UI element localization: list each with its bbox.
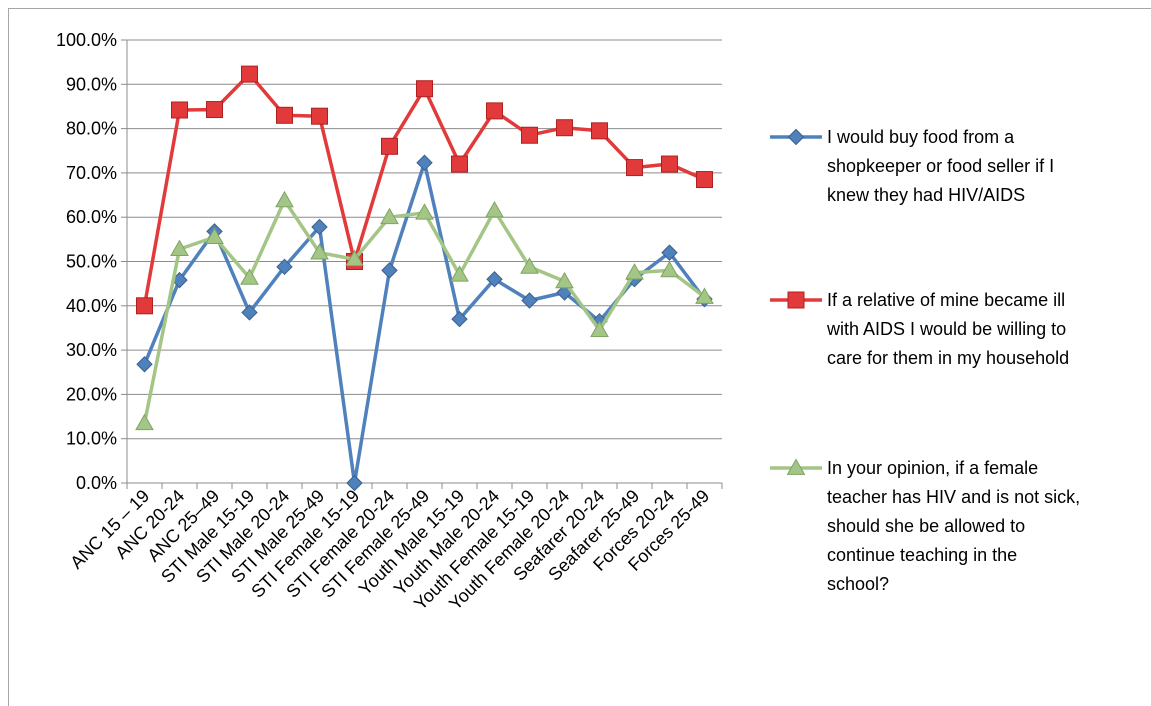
series-2-point — [626, 159, 643, 177]
legend-label-line: should she be allowed to — [827, 516, 1025, 536]
series-1-point — [661, 244, 678, 261]
series-1-point — [241, 304, 258, 321]
series-3-point — [310, 243, 329, 260]
y-tick-label: 80.0% — [66, 119, 117, 139]
legend-label: If a relative of mine became ill with AID… — [826, 290, 1069, 368]
legend-label-line: I would buy food from a — [827, 127, 1015, 147]
series-3-point — [520, 257, 539, 274]
series-3-point — [590, 320, 609, 338]
series-2-point — [556, 119, 573, 137]
series-3-point — [205, 227, 224, 245]
legend-label-line: knew they had HIV/AIDS — [827, 185, 1025, 205]
legend-label-line: care for them in my household — [827, 348, 1069, 368]
series-3-point — [275, 190, 294, 208]
legend-label: In your opinion, if a female teacher has … — [827, 458, 1080, 594]
legend-swatch-marker — [786, 458, 806, 475]
series-2-point — [241, 65, 258, 83]
series-2-point — [206, 101, 223, 119]
legend-label-line: school? — [827, 574, 889, 594]
series-3 — [135, 190, 714, 431]
y-axis-ticks: 0.0% 10.0% 20.0% 30.0% 40.0% 50.0% 60.0% 70.0% 8… — [56, 30, 127, 493]
series-3-point — [135, 413, 154, 431]
series-3-point — [695, 287, 714, 304]
legend: I would buy food from a shopkeeper or foo… — [770, 127, 1080, 594]
legend-label-line: If a relative of mine became ill — [827, 290, 1065, 310]
series-3-point — [240, 268, 259, 285]
y-tick-label: 0.0% — [76, 473, 117, 493]
series-2-point — [311, 107, 328, 125]
legend-entry-2: If a relative of mine became ill with AID… — [770, 290, 1069, 368]
series-1-point — [136, 356, 153, 373]
series-2-point — [661, 155, 678, 173]
y-tick-label: 10.0% — [66, 429, 117, 449]
legend-swatch-marker — [787, 291, 805, 309]
series-2 — [136, 65, 713, 315]
legend-swatch-marker — [787, 128, 805, 146]
legend-label-line: with AIDS I would be willing to — [826, 319, 1066, 339]
series-1-point — [416, 154, 433, 171]
legend-entry-3: In your opinion, if a female teacher has … — [770, 458, 1080, 594]
series-3-point — [170, 239, 189, 256]
series-layer — [135, 65, 714, 492]
y-tick-label: 30.0% — [66, 340, 117, 360]
series-1-point — [346, 474, 363, 492]
series-3-point — [450, 265, 469, 282]
series-1-point — [451, 310, 468, 328]
series-2-point — [521, 126, 538, 144]
series-3-point — [415, 203, 434, 220]
series-2-point — [416, 80, 433, 98]
legend-label-line: In your opinion, if a female — [827, 458, 1038, 478]
series-3-point — [380, 207, 399, 225]
axes — [126, 40, 722, 484]
legend-label-line: teacher has HIV and is not sick, — [827, 487, 1080, 507]
series-1-point — [276, 258, 293, 276]
y-tick-label: 90.0% — [66, 74, 117, 94]
series-2-point — [696, 171, 713, 189]
y-tick-label: 100.0% — [56, 30, 117, 50]
series-2-point — [171, 101, 188, 119]
series-3-point — [345, 249, 364, 267]
y-tick-label: 20.0% — [66, 384, 117, 404]
y-tick-label: 70.0% — [66, 163, 117, 183]
y-tick-label: 40.0% — [66, 296, 117, 316]
series-1-point — [486, 271, 503, 288]
series-1-point — [381, 262, 398, 279]
chart-border — [8, 8, 1151, 706]
legend-label-line: continue teaching in the — [827, 545, 1017, 565]
legend-label: I would buy food from a shopkeeper or foo… — [827, 127, 1054, 205]
y-tick-label: 50.0% — [66, 252, 117, 272]
series-2-point — [451, 155, 468, 173]
series-2-point — [136, 297, 153, 315]
series-2-point — [591, 122, 608, 140]
series-3-point — [485, 201, 504, 218]
series-3-point — [660, 260, 679, 278]
legend-label-line: shopkeeper or food seller if I — [827, 156, 1054, 176]
series-3-point — [625, 263, 644, 280]
legend-entry-1: I would buy food from a shopkeeper or foo… — [770, 127, 1054, 205]
grid-lines — [127, 39, 722, 440]
series-1-point — [311, 218, 328, 236]
series-2-point — [381, 137, 398, 155]
series-2-point — [276, 106, 293, 124]
series-3-point — [555, 271, 574, 289]
series-1-point — [521, 292, 538, 309]
series-2-point — [486, 102, 503, 120]
y-tick-label: 60.0% — [66, 207, 117, 227]
